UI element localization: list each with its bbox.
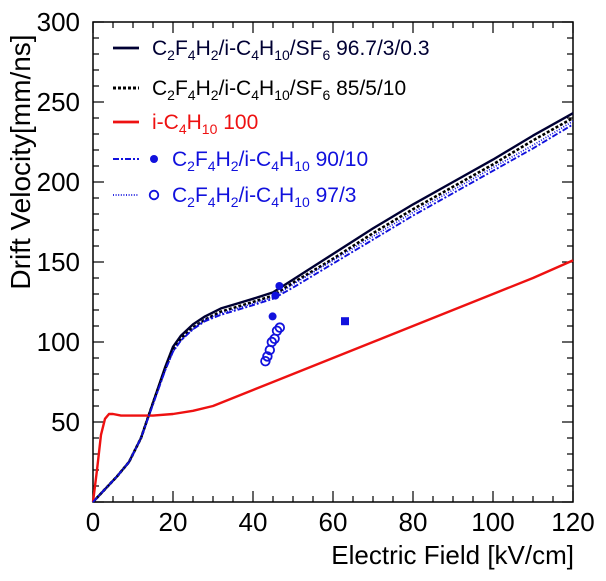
legend-label: i-C4H10 100 — [152, 111, 258, 137]
series-line-5 — [92, 120, 574, 503]
y-axis-label: Drift Velocity[mm/ns] — [5, 34, 36, 289]
legend-label: C2F4H2/i-C4H10 97/3 — [172, 184, 357, 210]
x-tick-label: 100 — [471, 507, 514, 537]
x-tick-label: 120 — [551, 507, 594, 537]
data-point-filled-circle — [268, 312, 277, 321]
x-tick-label: 20 — [159, 507, 188, 537]
legend-label: C2F4H2/i-C4H10 90/10 — [172, 148, 368, 174]
y-tick-label: 150 — [37, 247, 80, 277]
legend-marker — [148, 189, 160, 201]
x-axis-label: Electric Field [kV/cm] — [331, 540, 574, 570]
data-point-filled-circle — [275, 282, 284, 290]
y-tick-label: 100 — [37, 327, 80, 357]
legend-entry-5: C2F4H2/i-C4H10 97/3 — [113, 184, 357, 210]
legend-entry-2: C2F4H2/i-C4H10/SF6 85/5/10 — [113, 77, 406, 103]
series-line-3 — [91, 259, 574, 503]
data-point-open-circle — [274, 322, 286, 333]
data-point-open-circle — [260, 356, 271, 367]
legend-entry-1: C2F4H2/i-C4H10/SF6 96.7/3/0.3 — [113, 37, 430, 63]
data-point-filled-square — [341, 317, 349, 326]
legend-marker — [150, 155, 158, 163]
legend-entry-4: C2F4H2/i-C4H10 90/10 — [113, 148, 368, 174]
x-tick-label: 40 — [239, 507, 268, 537]
data-point-filled-circle — [271, 291, 280, 300]
x-tick-label: 0 — [86, 507, 100, 537]
series-line-2 — [92, 116, 574, 503]
data-point-open-circle — [262, 351, 273, 362]
legend-entry-3: i-C4H10 100 — [113, 111, 258, 137]
y-tick-label: 50 — [51, 407, 80, 437]
x-tick-label: 60 — [319, 507, 348, 537]
legend-label: C2F4H2/i-C4H10/SF6 85/5/10 — [152, 77, 406, 103]
legend-label: C2F4H2/i-C4H10/SF6 96.7/3/0.3 — [152, 37, 430, 63]
y-tick-label: 200 — [37, 167, 80, 197]
y-tick-label: 250 — [37, 87, 80, 117]
y-tick-label: 300 — [37, 7, 80, 37]
x-tick-label: 80 — [399, 507, 428, 537]
